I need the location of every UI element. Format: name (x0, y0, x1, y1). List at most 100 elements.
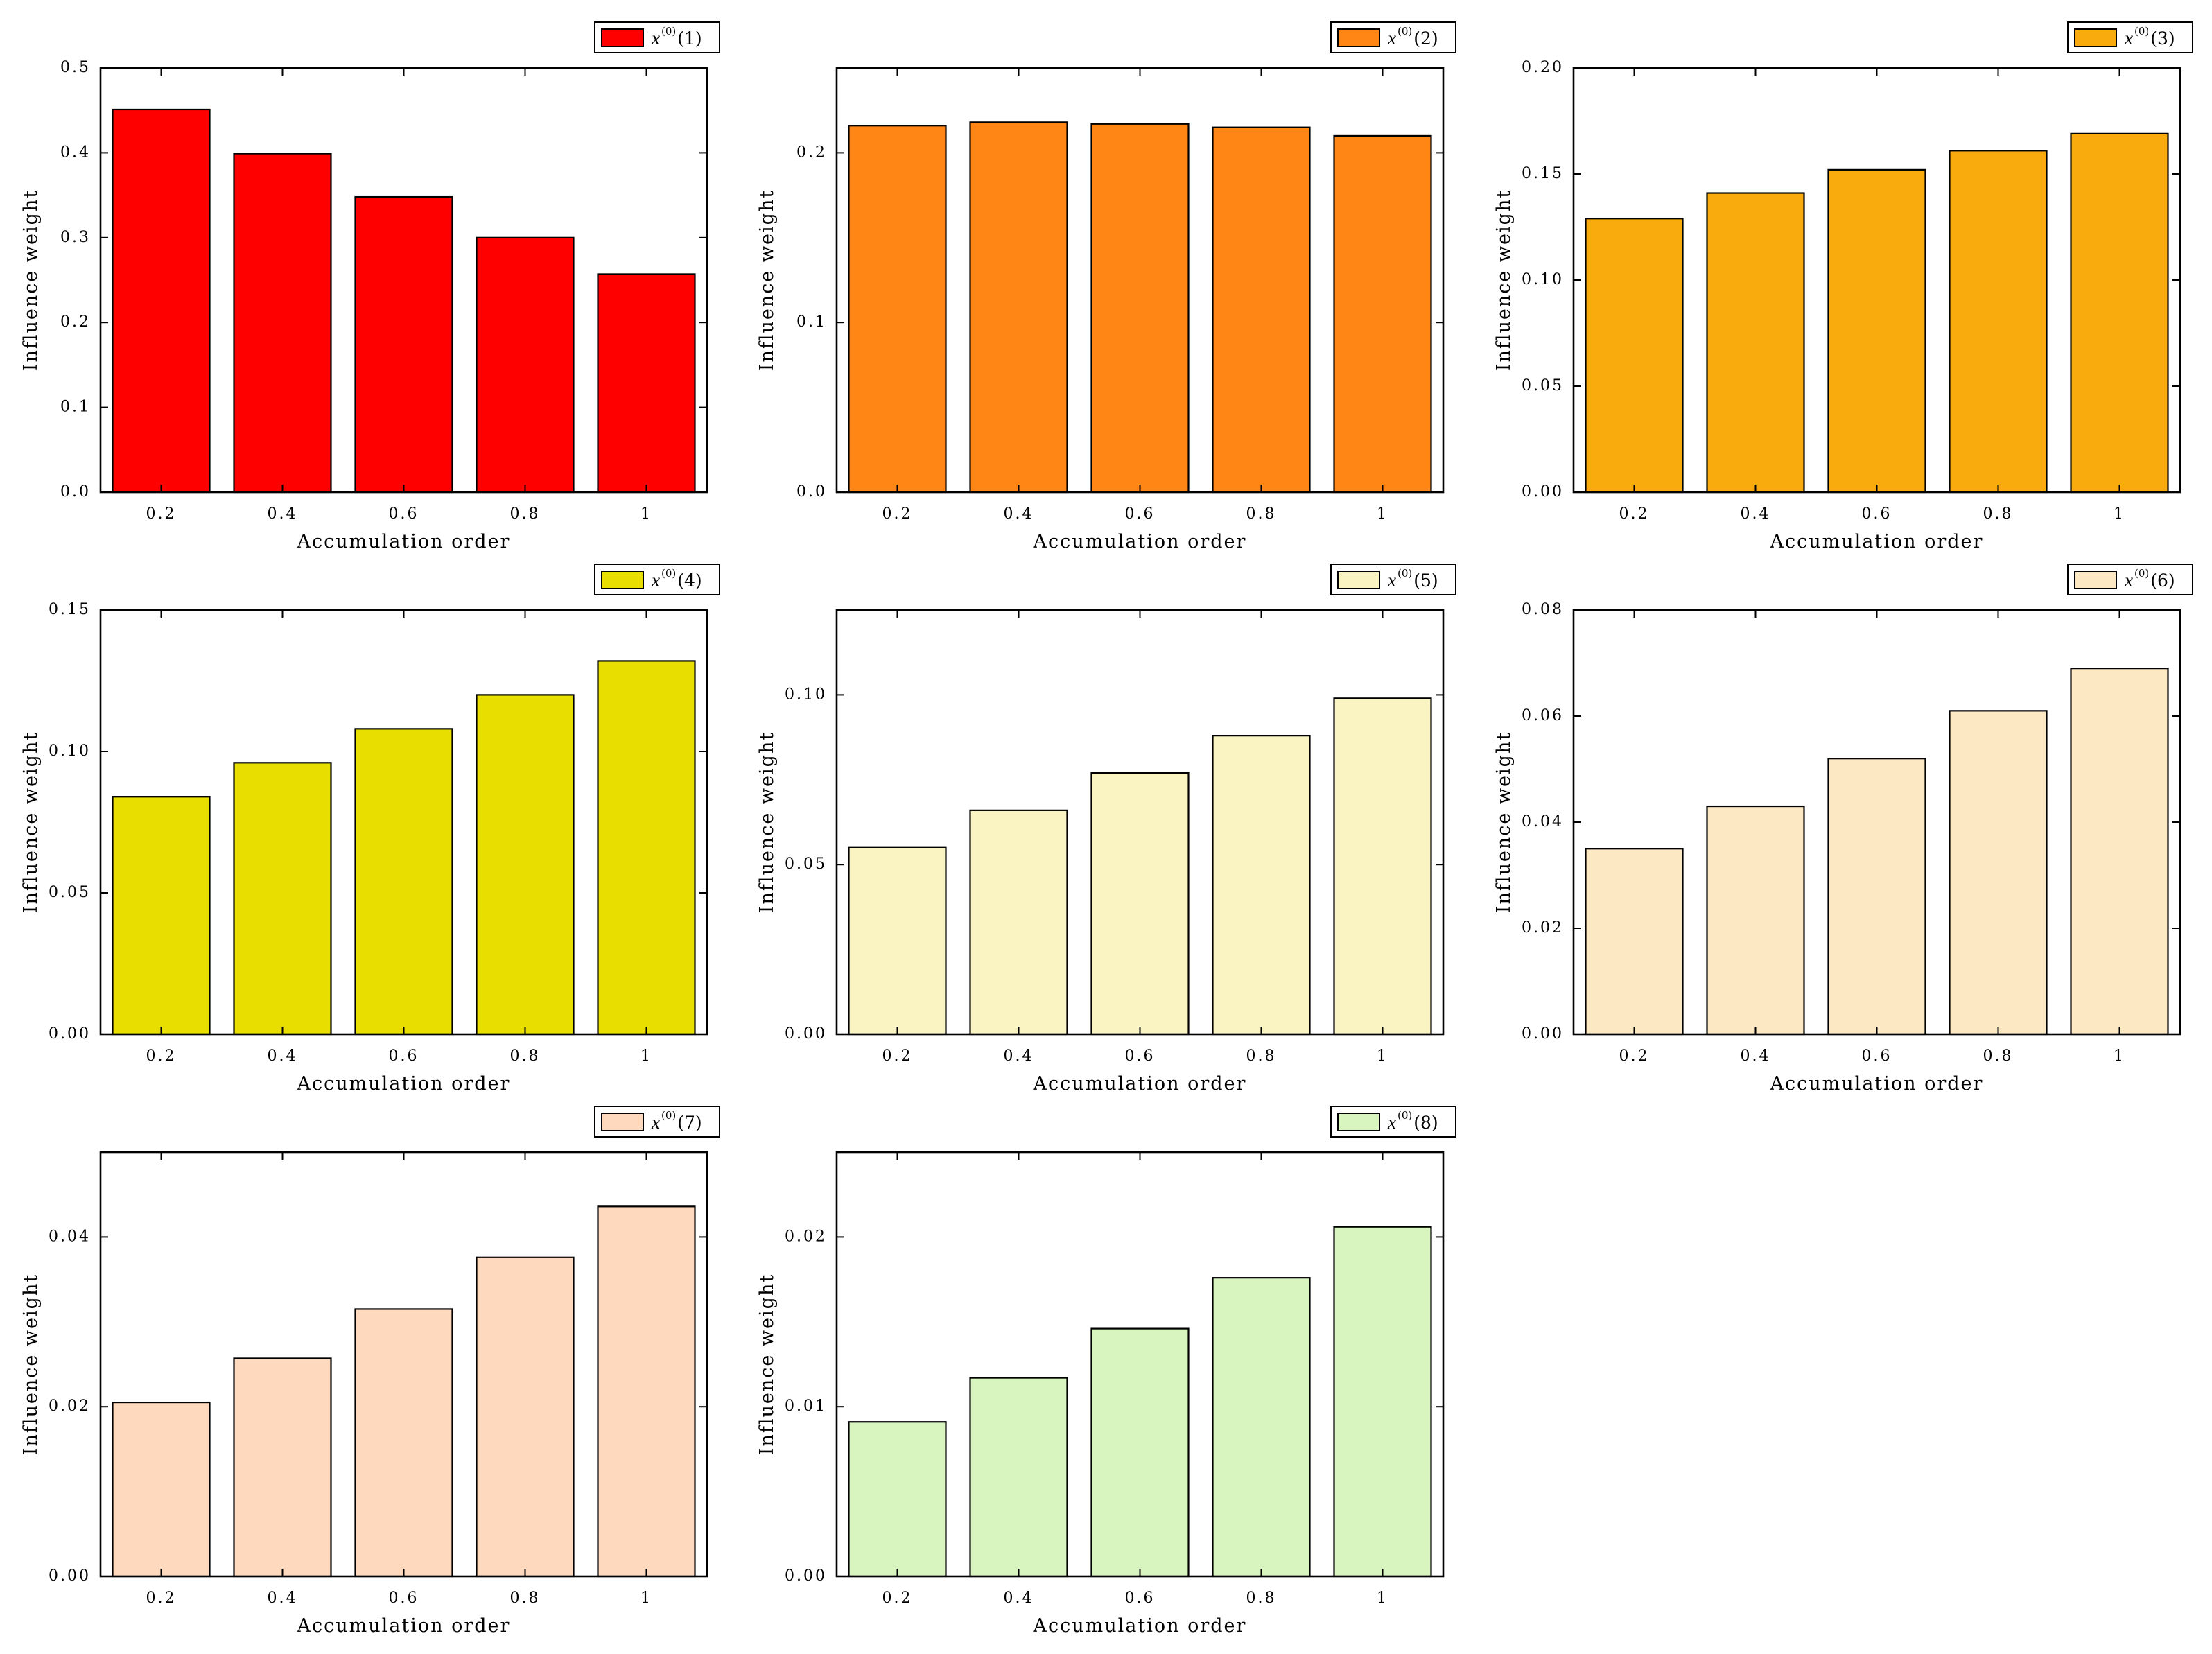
bar-0.2 (848, 125, 947, 494)
bar-1 (597, 1205, 696, 1578)
x-tick-label: 0.2 (882, 505, 913, 523)
legend-index: (2) (1413, 28, 1438, 49)
x-tick-label: 0.8 (1983, 505, 2014, 523)
y-tick-label: 0.10 (1522, 271, 1564, 288)
y-tick-label: 0.05 (785, 855, 827, 873)
y-tick-label: 0.4 (60, 143, 91, 161)
bar-0.8 (1949, 710, 2048, 1036)
bar-0.4 (233, 762, 332, 1036)
x-tick-label: 0.6 (389, 505, 419, 523)
x-tick-label: 0.8 (1246, 1047, 1277, 1065)
legend-superscript: (0) (1397, 567, 1412, 580)
bar-0.4 (969, 121, 1068, 494)
legend: x (0)(1) (594, 21, 720, 53)
x-tick-label: 0.8 (1246, 505, 1277, 523)
legend: x (0)(5) (1330, 564, 1456, 595)
bar-0.4 (1706, 192, 1805, 494)
legend-label: x (0)(5) (1387, 567, 1438, 591)
y-tick-label: 0.00 (1522, 1025, 1564, 1043)
y-tick-label: 0.0 (796, 483, 827, 500)
legend-label: x (0)(4) (651, 567, 702, 591)
chart-panel-7: 0.00 0.02 0.04 0.2 0.4 0.6 0.8 1 Accumulation or… (20, 1106, 720, 1637)
y-tick-label: 0.05 (49, 884, 91, 901)
bar-0.2 (1585, 848, 1684, 1036)
y-axis-title: Influence weight (756, 1273, 778, 1455)
y-tick-label: 0.1 (60, 399, 91, 416)
y-axis-title: Influence weight (1493, 189, 1515, 371)
x-tick-label: 0.2 (1619, 1047, 1650, 1065)
legend-index: (4) (677, 571, 702, 591)
legend-variable: x (1387, 570, 1396, 591)
chart-panel-2: 0.0 0.1 0.2 0.2 0.4 0.6 0.8 1 Accumulation order… (756, 21, 1456, 552)
x-axis-title: Accumulation order (297, 1615, 511, 1637)
legend-index: (8) (1413, 1113, 1438, 1133)
x-axis-title: Accumulation order (1770, 531, 1984, 552)
bar-1 (1333, 697, 1432, 1036)
x-tick-label: 1 (2114, 1047, 2125, 1065)
bar-0.4 (233, 153, 332, 494)
x-tick-label: 0.4 (268, 1047, 298, 1065)
y-tick-label: 0.2 (60, 313, 91, 331)
y-axis-title: Influence weight (20, 189, 42, 371)
legend: x (0)(7) (594, 1106, 720, 1138)
x-tick-label: 0.6 (1125, 1047, 1156, 1065)
chart-panel-4: 0.00 0.05 0.10 0.15 0.2 0.4 0.6 0.8 1 Accumulatio… (20, 564, 720, 1095)
y-tick-label: 0.3 (60, 229, 91, 246)
legend-swatch (2074, 28, 2117, 47)
x-tick-label: 1 (641, 1047, 652, 1065)
bar-1 (597, 660, 696, 1036)
x-tick-label: 0.2 (882, 1590, 913, 1607)
bar-1 (597, 273, 696, 494)
y-axis-title: Influence weight (756, 731, 778, 913)
x-axis-title: Accumulation order (1770, 1073, 1984, 1095)
bar-0.8 (1949, 150, 2048, 494)
legend-swatch (601, 1113, 644, 1131)
legend-variable: x (651, 1112, 660, 1133)
legend-swatch (2074, 571, 2117, 589)
legend-variable: x (651, 570, 660, 591)
x-tick-label: 1 (1377, 1590, 1388, 1607)
y-axis-title: Influence weight (756, 189, 778, 371)
bar-1 (1333, 1226, 1432, 1578)
legend-superscript: (0) (661, 567, 676, 580)
legend-swatch (601, 571, 644, 589)
legend-label: x (0)(2) (1387, 25, 1438, 49)
legend: x (0)(2) (1330, 21, 1456, 53)
y-tick-label: 0.5 (60, 59, 91, 76)
x-tick-label: 0.6 (1862, 505, 1892, 523)
bar-0.8 (476, 236, 575, 494)
y-tick-label: 0.02 (49, 1398, 91, 1415)
y-tick-label: 0.08 (1522, 601, 1564, 618)
y-tick-label: 0.02 (785, 1228, 827, 1245)
x-tick-label: 1 (1377, 505, 1388, 523)
legend-index: (3) (2150, 28, 2175, 49)
x-tick-label: 0.2 (146, 1590, 177, 1607)
x-tick-label: 0.8 (510, 505, 541, 523)
bar-0.6 (1090, 772, 1190, 1036)
bar-0.6 (1827, 758, 1926, 1036)
bar-0.6 (1090, 1327, 1190, 1578)
y-tick-label: 0.2 (796, 143, 827, 161)
bar-0.6 (354, 728, 453, 1036)
legend-index: (5) (1413, 571, 1438, 591)
y-tick-label: 0.1 (796, 313, 827, 331)
x-tick-label: 0.2 (1619, 505, 1650, 523)
chart-panel-3: 0.00 0.05 0.10 0.15 0.20 0.2 0.4 0.6 0.8 1 Accumul… (1493, 21, 2193, 552)
x-tick-label: 0.2 (146, 1047, 177, 1065)
legend-superscript: (0) (1397, 25, 1412, 37)
x-tick-label: 0.8 (1246, 1590, 1277, 1607)
y-tick-label: 0.04 (1522, 813, 1564, 830)
bar-0.2 (1585, 218, 1684, 494)
y-tick-label: 0.00 (785, 1025, 827, 1043)
legend-swatch (601, 28, 644, 47)
y-tick-label: 0.00 (785, 1567, 827, 1585)
legend-variable: x (1387, 28, 1396, 49)
bar-0.6 (1827, 168, 1926, 494)
bar-1 (1333, 134, 1432, 494)
chart-panel-6: 0.00 0.02 0.04 0.06 0.08 0.2 0.4 0.6 0.8 1 Accumul… (1493, 564, 2193, 1095)
chart-panel-8: 0.00 0.01 0.02 0.2 0.4 0.6 0.8 1 Accumulation or… (756, 1106, 1456, 1637)
legend: x (0)(3) (2067, 21, 2193, 53)
x-axis-title: Accumulation order (1033, 531, 1247, 552)
legend-variable: x (2124, 28, 2133, 49)
